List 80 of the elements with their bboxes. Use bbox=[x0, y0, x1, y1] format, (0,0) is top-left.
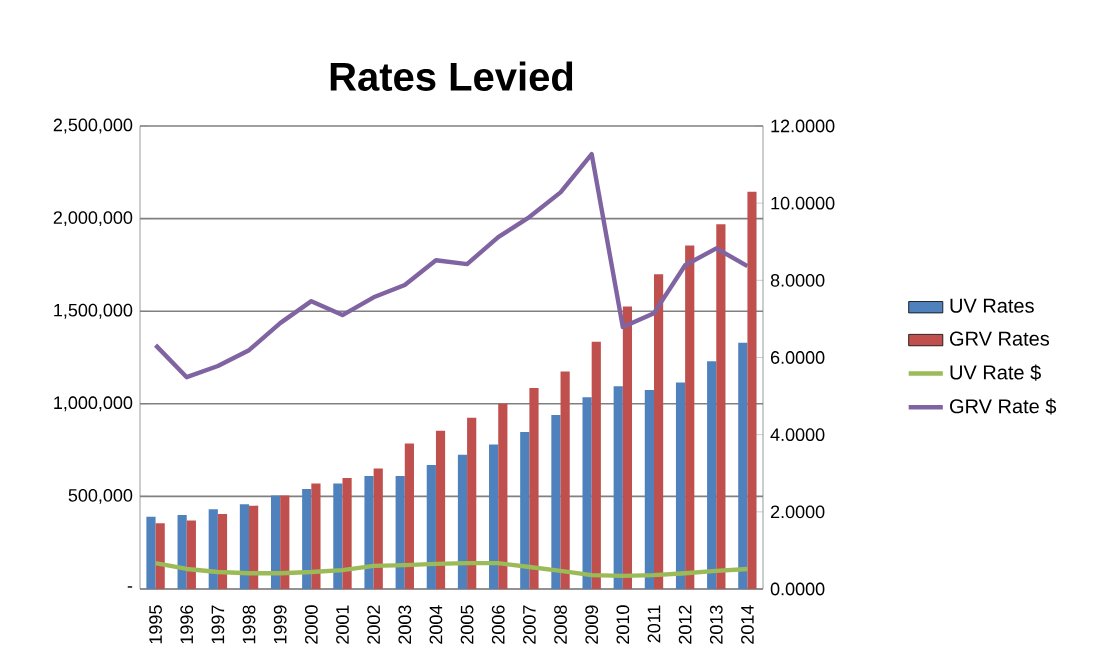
x-tick-label: 2004 bbox=[429, 605, 443, 644]
y-tick-label: 1,500,000 bbox=[54, 303, 133, 319]
bar bbox=[342, 477, 352, 589]
bar bbox=[435, 430, 446, 589]
y-tick-label: 2,500,000 bbox=[53, 118, 133, 134]
line-series bbox=[153, 151, 750, 380]
x-tick-label: 2014 bbox=[741, 605, 754, 644]
chart-title: Rates Levied bbox=[330, 61, 573, 91]
bar bbox=[186, 520, 196, 589]
bar bbox=[395, 476, 405, 589]
legend-label: GRV Rates bbox=[950, 331, 1050, 346]
x-tick-label: 2008 bbox=[554, 605, 567, 644]
bar bbox=[591, 341, 601, 589]
x-tick-label: 2006 bbox=[491, 605, 505, 644]
x-tick-label: 1998 bbox=[242, 605, 256, 644]
y-tick-label: 500,000 bbox=[68, 488, 133, 504]
bar bbox=[582, 397, 592, 589]
x-tick-label: 1999 bbox=[273, 605, 287, 644]
y2-tick-label: 2.0000 bbox=[770, 505, 825, 519]
bar bbox=[249, 505, 259, 589]
bar bbox=[457, 454, 468, 589]
y2-tick-label: 0.0000 bbox=[770, 582, 825, 596]
bar bbox=[738, 342, 748, 589]
x-tick-label: 2013 bbox=[709, 605, 723, 644]
legend-label: UV Rate $ bbox=[950, 364, 1041, 381]
bar bbox=[644, 389, 654, 589]
y2-tick-label: 8.0000 bbox=[770, 273, 825, 287]
bar bbox=[239, 504, 250, 589]
bar bbox=[529, 388, 539, 589]
y2-tick-label: 4.0000 bbox=[770, 428, 825, 442]
x-tick-label: 2012 bbox=[678, 605, 692, 644]
bar bbox=[302, 488, 312, 589]
bar bbox=[613, 386, 623, 589]
bar bbox=[675, 382, 686, 589]
legend-label: UV Rates bbox=[950, 298, 1034, 313]
x-tick-label: 1996 bbox=[180, 605, 194, 644]
y-tick-label: 1,000,000 bbox=[54, 396, 133, 412]
bar bbox=[716, 224, 726, 589]
bar bbox=[622, 306, 633, 589]
y2-tick-label: 10.0000 bbox=[771, 196, 835, 210]
bar bbox=[280, 495, 290, 589]
y-tick-label: 2,000,000 bbox=[53, 211, 133, 227]
x-tick-label: 1995 bbox=[149, 605, 162, 644]
bar bbox=[520, 431, 530, 589]
bar bbox=[208, 509, 218, 589]
y2-tick-label: 6.0000 bbox=[770, 351, 825, 364]
x-tick-label: 2011 bbox=[647, 605, 661, 643]
x-tick-label: 2009 bbox=[585, 605, 599, 644]
legend-label: GRV Rate $ bbox=[950, 398, 1057, 415]
line-series bbox=[153, 560, 750, 579]
bar bbox=[155, 523, 165, 589]
bar bbox=[560, 371, 570, 589]
bar bbox=[489, 444, 499, 589]
bar bbox=[373, 468, 383, 589]
bar bbox=[146, 516, 156, 589]
bar bbox=[653, 274, 664, 589]
bar bbox=[707, 361, 717, 589]
x-tick-label: 1997 bbox=[211, 605, 225, 644]
y2-tick-label: 12.0000 bbox=[771, 119, 835, 133]
bar bbox=[551, 414, 561, 589]
bar bbox=[270, 495, 281, 589]
x-tick-label: 2003 bbox=[398, 605, 412, 644]
y-tick-label: - bbox=[127, 586, 133, 588]
bar bbox=[177, 514, 187, 589]
x-tick-label: 2010 bbox=[616, 605, 630, 644]
x-tick-label: 2005 bbox=[460, 605, 474, 644]
bar bbox=[426, 464, 436, 589]
bar bbox=[467, 417, 477, 589]
bar bbox=[404, 443, 414, 589]
x-tick-label: 2002 bbox=[367, 605, 381, 644]
bar bbox=[685, 245, 695, 589]
bar bbox=[333, 483, 343, 589]
bar bbox=[311, 483, 321, 589]
bar bbox=[217, 513, 228, 589]
x-tick-label: 2000 bbox=[304, 605, 318, 644]
bar bbox=[364, 476, 374, 589]
x-tick-label: 2001 bbox=[336, 605, 349, 644]
bar bbox=[498, 403, 508, 589]
bar bbox=[747, 191, 757, 589]
x-tick-label: 2007 bbox=[523, 605, 536, 644]
